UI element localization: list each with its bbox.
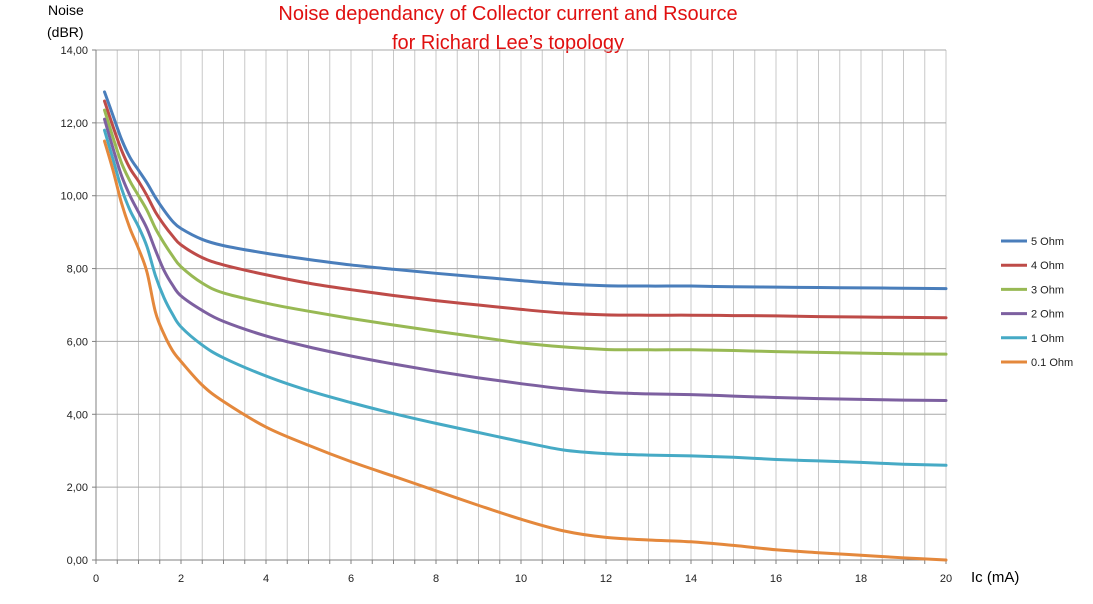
series-line-4-ohm bbox=[103, 99, 948, 320]
x-tick-label: 20 bbox=[940, 573, 952, 585]
x-tick-label: 18 bbox=[855, 573, 867, 585]
y-tick-label: 0,00 bbox=[67, 555, 88, 567]
x-tick-label: 2 bbox=[178, 573, 184, 585]
y-tick-label: 14,00 bbox=[60, 45, 88, 57]
x-tick-label: 14 bbox=[685, 573, 697, 585]
series-lines bbox=[103, 90, 948, 562]
y-tick-label: 10,00 bbox=[60, 191, 88, 203]
x-tick-label: 6 bbox=[348, 573, 354, 585]
legend-label-1-ohm: 1 Ohm bbox=[1031, 333, 1064, 345]
series-line-2-ohm bbox=[103, 117, 948, 402]
y-axis-label-line2: (dBR) bbox=[47, 24, 84, 40]
chart-title-line1: Noise dependancy of Collector current an… bbox=[278, 3, 737, 25]
legend-label-0-1-ohm: 0.1 Ohm bbox=[1031, 357, 1073, 369]
y-tick-label: 12,00 bbox=[60, 118, 88, 130]
series-line-1-ohm bbox=[103, 128, 948, 467]
series-line-5-ohm bbox=[103, 90, 948, 291]
y-tick-label: 4,00 bbox=[67, 409, 88, 421]
legend-label-2-ohm: 2 Ohm bbox=[1031, 309, 1064, 321]
y-tick-label: 2,00 bbox=[67, 482, 88, 494]
x-tick-label: 12 bbox=[600, 573, 612, 585]
chart-title-line2: for Richard Lee’s topology bbox=[392, 32, 624, 54]
y-tick-label: 6,00 bbox=[67, 336, 88, 348]
x-tick-label: 16 bbox=[770, 573, 782, 585]
axes bbox=[92, 49, 947, 564]
x-tick-label: 0 bbox=[93, 573, 99, 585]
x-tick-label: 10 bbox=[515, 573, 527, 585]
y-axis-label-line1: Noise bbox=[48, 2, 84, 18]
legend-label-5-ohm: 5 Ohm bbox=[1031, 236, 1064, 248]
series-line-0-1-ohm bbox=[103, 139, 948, 562]
legend-label-3-ohm: 3 Ohm bbox=[1031, 284, 1064, 296]
grid bbox=[96, 49, 947, 560]
x-tick-label: 4 bbox=[263, 573, 269, 585]
y-tick-label: 8,00 bbox=[67, 264, 88, 276]
legend-label-4-ohm: 4 Ohm bbox=[1031, 260, 1064, 272]
tick-labels: 0 2 4 6 8 10 12 14 16 18 20 0,00 2,00 4,00 6,00 8,00 10,… bbox=[60, 45, 952, 585]
legend: 5 Ohm 4 Ohm 3 Ohm 2 Ohm 1 Ohm 0.1 Ohm bbox=[1001, 236, 1073, 369]
x-axis-label: Ic (mA) bbox=[971, 569, 1019, 586]
x-tick-label: 8 bbox=[433, 573, 439, 585]
series-line-3-ohm bbox=[103, 108, 948, 356]
